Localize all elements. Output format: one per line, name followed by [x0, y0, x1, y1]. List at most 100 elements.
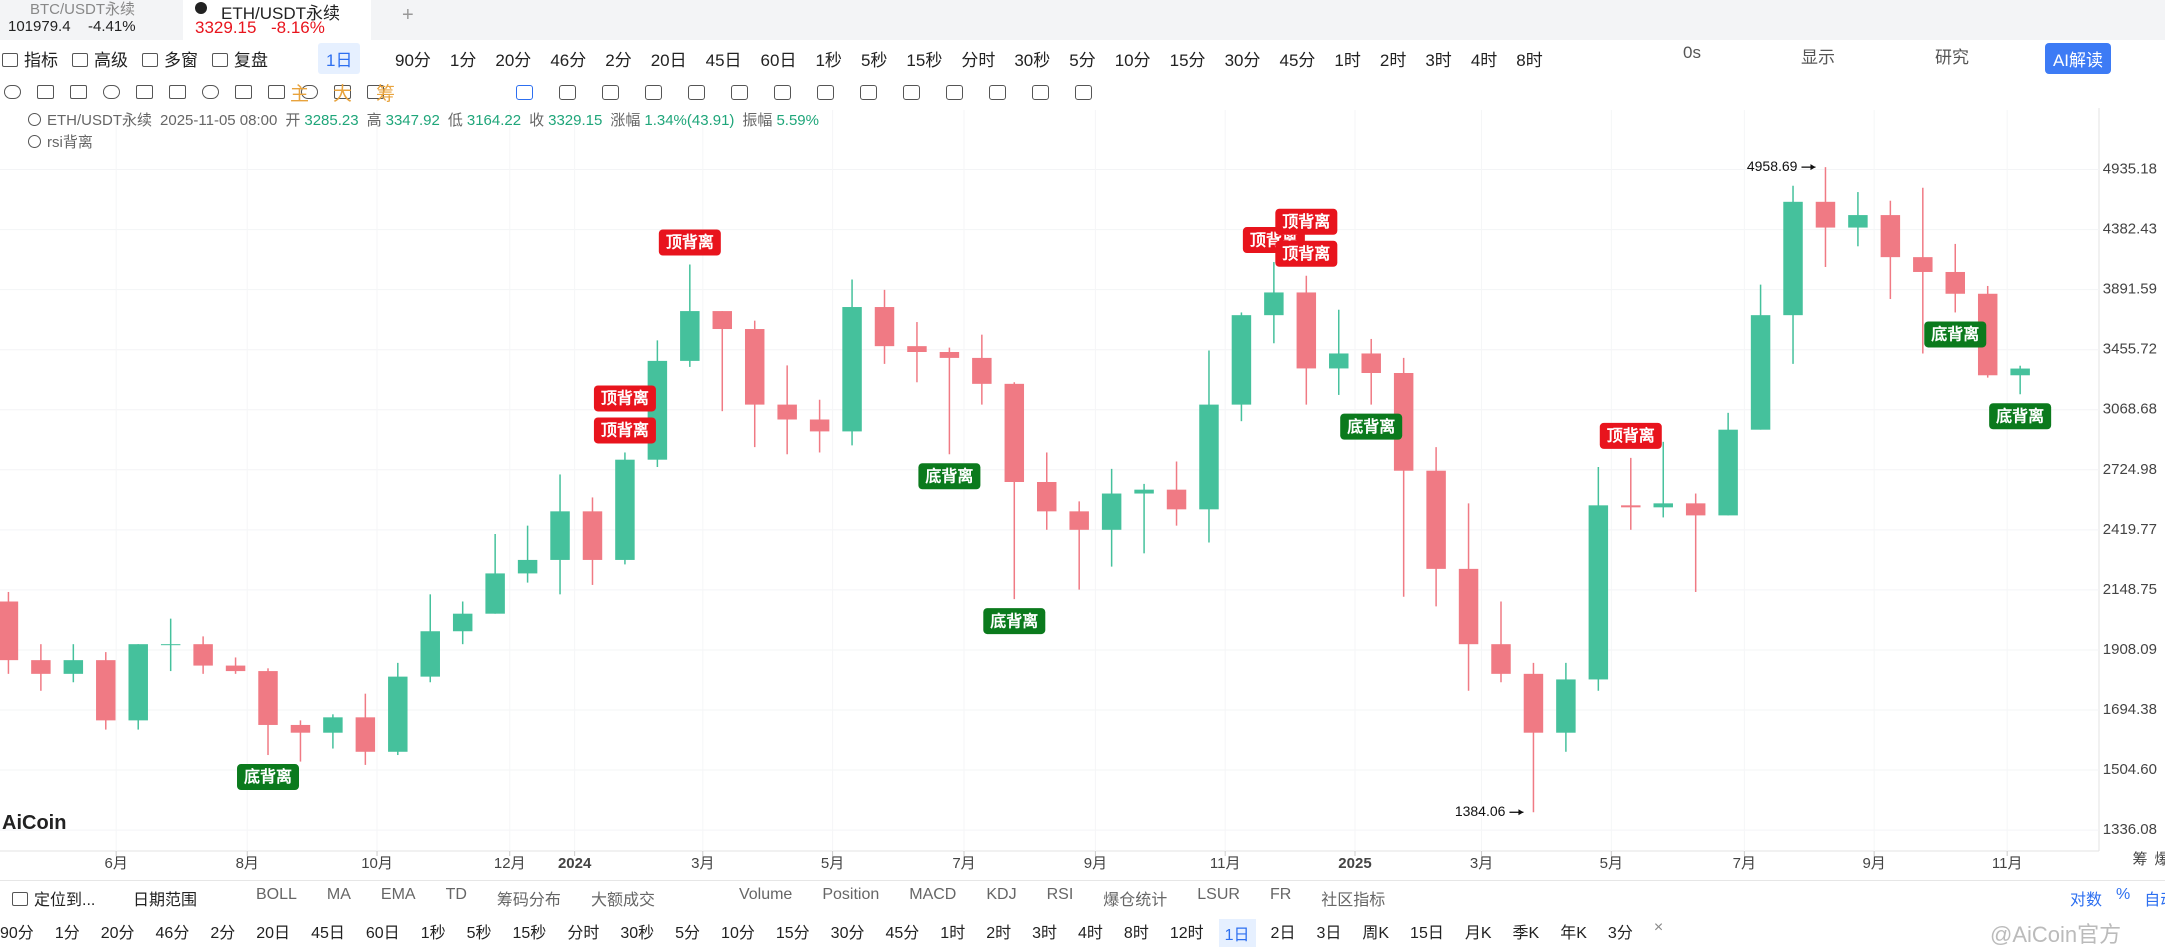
- close[interactable]: ×: [1653, 918, 1664, 936]
- interval[interactable]: 1分: [54, 924, 80, 942]
- draw-tool[interactable]: [136, 85, 153, 99]
- indicator[interactable]: LSUR: [1197, 886, 1240, 903]
- toolbar-button[interactable]: AI解读: [2044, 42, 2112, 74]
- indicator[interactable]: 大额成交: [590, 892, 655, 909]
- draw-tool[interactable]: [301, 85, 318, 99]
- scale-option[interactable]: 自动: [2144, 892, 2165, 909]
- toggle-icon[interactable]: [28, 135, 41, 148]
- interval[interactable]: 2分: [605, 50, 632, 70]
- indicator[interactable]: 社区指标: [1321, 892, 1386, 909]
- interval[interactable]: 1秒: [420, 924, 446, 942]
- interval[interactable]: 45日: [311, 924, 345, 942]
- interval[interactable]: 1时: [940, 924, 966, 942]
- interval[interactable]: 1分: [449, 50, 477, 70]
- interval[interactable]: 30秒: [620, 924, 655, 942]
- interval[interactable]: 4时: [1078, 924, 1103, 942]
- interval[interactable]: 20分: [100, 924, 135, 942]
- interval[interactable]: 5秒: [466, 924, 492, 942]
- draw-tool[interactable]: [169, 85, 186, 99]
- tool[interactable]: 高级: [72, 46, 128, 71]
- interval[interactable]: 2日: [1270, 924, 1296, 942]
- tool[interactable]: 指标: [2, 46, 58, 71]
- interval[interactable]: 5分: [675, 924, 701, 942]
- draw-tool[interactable]: [70, 85, 87, 99]
- indicator[interactable]: TD: [445, 886, 467, 903]
- interval[interactable]: 3分: [1607, 924, 1633, 942]
- interval[interactable]: 12时: [1169, 924, 1204, 942]
- interval[interactable]: 30分: [1224, 50, 1261, 70]
- interval[interactable]: 46分: [550, 50, 587, 70]
- indicator[interactable]: 筹码分布: [496, 892, 561, 909]
- draw-tool[interactable]: [268, 85, 285, 99]
- interval[interactable]: 周K: [1362, 924, 1390, 942]
- interval[interactable]: 5秒: [860, 50, 888, 70]
- interval[interactable]: 10分: [1114, 50, 1151, 70]
- interval[interactable]: 8时: [1516, 50, 1543, 70]
- interval[interactable]: 1秒: [815, 50, 842, 70]
- interval[interactable]: 15秒: [906, 50, 943, 70]
- draw-tool[interactable]: [37, 85, 54, 99]
- draw-tool[interactable]: [860, 84, 877, 100]
- interval[interactable]: 30秒: [1014, 50, 1051, 70]
- draw-label[interactable]: 筹: [376, 83, 396, 105]
- toolbar-button[interactable]: 0s: [1683, 42, 1701, 62]
- interval[interactable]: 90分: [0, 924, 34, 942]
- tool[interactable]: 复盘: [212, 46, 268, 71]
- draw-tool[interactable]: [903, 84, 920, 100]
- toggle-icon[interactable]: [28, 113, 41, 126]
- draw-label[interactable]: 主: [290, 83, 310, 105]
- interval[interactable]: 10分: [721, 924, 755, 942]
- draw-tool[interactable]: [774, 84, 791, 100]
- interval[interactable]: 45分: [885, 924, 920, 942]
- add-tab[interactable]: +: [402, 4, 414, 26]
- interval[interactable]: 2分: [210, 924, 236, 942]
- interval[interactable]: 90分: [395, 50, 431, 70]
- tool[interactable]: 多窗: [142, 46, 198, 71]
- interval[interactable]: 60日: [760, 50, 797, 70]
- interval[interactable]: 20分: [495, 50, 532, 70]
- draw-label[interactable]: 大: [333, 83, 353, 105]
- interval[interactable]: 15秒: [512, 924, 547, 942]
- indicator[interactable]: KDJ: [986, 886, 1017, 903]
- draw-tool[interactable]: [516, 84, 533, 100]
- interval[interactable]: 分时: [567, 924, 600, 942]
- interval[interactable]: 15日: [1410, 924, 1444, 942]
- active-interval[interactable]: 1日: [318, 42, 361, 74]
- draw-tool[interactable]: [334, 85, 351, 99]
- draw-tool[interactable]: [202, 85, 219, 99]
- interval[interactable]: 4时: [1470, 50, 1498, 70]
- interval[interactable]: 45分: [1279, 50, 1316, 70]
- draw-tool[interactable]: [103, 85, 120, 99]
- interval[interactable]: 2时: [1379, 50, 1407, 70]
- date-range[interactable]: 日期范围: [133, 892, 198, 909]
- interval[interactable]: 年K: [1560, 924, 1587, 942]
- interval[interactable]: 5分: [1069, 50, 1096, 70]
- interval[interactable]: 30分: [830, 924, 865, 942]
- indicator[interactable]: RSI: [1046, 886, 1074, 903]
- toolbar-button[interactable]: 研究: [1934, 47, 1969, 67]
- tab-active[interactable]: ETH/USDT永续 3329.15 -8.16%: [183, 0, 371, 40]
- interval[interactable]: 3时: [1425, 50, 1452, 70]
- indicator[interactable]: BOLL: [256, 886, 297, 903]
- interval[interactable]: 3时: [1032, 924, 1058, 942]
- draw-tool[interactable]: [367, 85, 384, 99]
- draw-tool[interactable]: [817, 84, 834, 100]
- draw-tool[interactable]: [731, 84, 748, 100]
- indicator[interactable]: 爆仓统计: [1103, 892, 1168, 909]
- interval[interactable]: 20日: [650, 50, 687, 70]
- indicator[interactable]: EMA: [380, 886, 416, 903]
- interval[interactable]: 3日: [1316, 924, 1342, 942]
- interval[interactable]: 月K: [1464, 924, 1492, 942]
- draw-tool[interactable]: [1032, 84, 1049, 100]
- interval[interactable]: 15分: [1169, 50, 1206, 70]
- draw-tool[interactable]: [645, 84, 662, 100]
- locate[interactable]: 定位到...: [12, 886, 95, 910]
- indicator[interactable]: Position: [822, 886, 880, 903]
- draw-tool[interactable]: [688, 84, 705, 100]
- draw-tool[interactable]: [1075, 84, 1092, 100]
- tab[interactable]: BTC/USDT永续 101979.4 -4.41%: [0, 0, 182, 40]
- draw-tool[interactable]: [946, 84, 963, 100]
- scale-option[interactable]: 对数: [2070, 892, 2103, 909]
- indicator[interactable]: Volume: [738, 886, 793, 903]
- scale-option[interactable]: %: [2116, 886, 2131, 903]
